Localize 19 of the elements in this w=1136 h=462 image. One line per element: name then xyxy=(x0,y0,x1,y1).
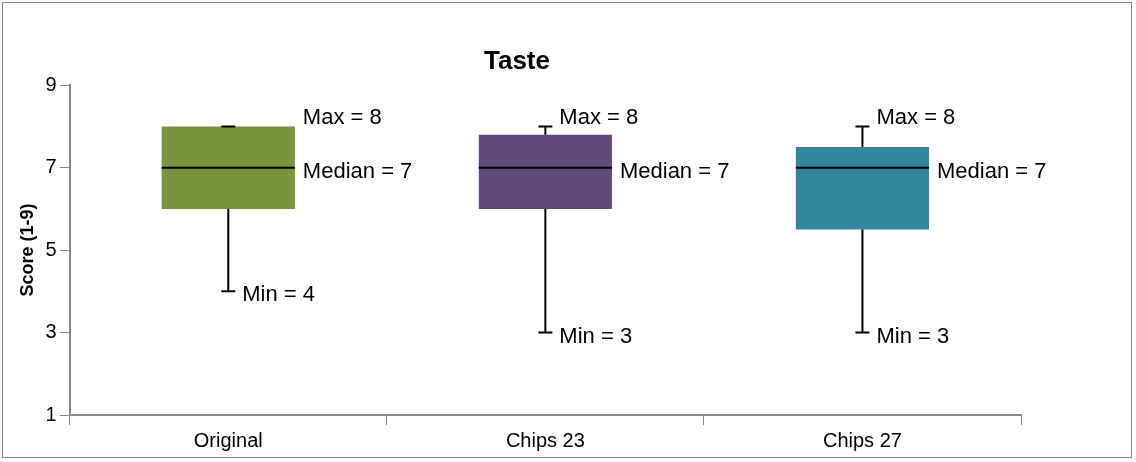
annotation: Median = 7 xyxy=(937,157,1047,183)
y-axis-title: Score (1-9) xyxy=(16,203,37,297)
x-tick-label: Chips 23 xyxy=(505,428,585,451)
annotation: Median = 7 xyxy=(302,157,413,183)
annotation: Median = 7 xyxy=(619,157,730,183)
annotation: Min = 3 xyxy=(876,322,950,348)
y-tick-label: 7 xyxy=(45,155,57,178)
x-tick-label: Original xyxy=(193,428,263,451)
annotation: Min = 4 xyxy=(242,281,316,307)
y-tick-label: 9 xyxy=(45,72,57,95)
chart-title: Taste xyxy=(484,44,550,75)
x-tick-label: Chips 27 xyxy=(822,428,902,451)
y-tick-label: 1 xyxy=(45,402,57,425)
y-tick-label: 5 xyxy=(45,237,57,260)
annotation: Min = 3 xyxy=(559,322,633,348)
y-tick-label: 3 xyxy=(45,320,57,343)
annotation: Max = 8 xyxy=(559,104,639,130)
annotation: Max = 8 xyxy=(302,104,382,130)
annotation: Max = 8 xyxy=(876,104,956,130)
